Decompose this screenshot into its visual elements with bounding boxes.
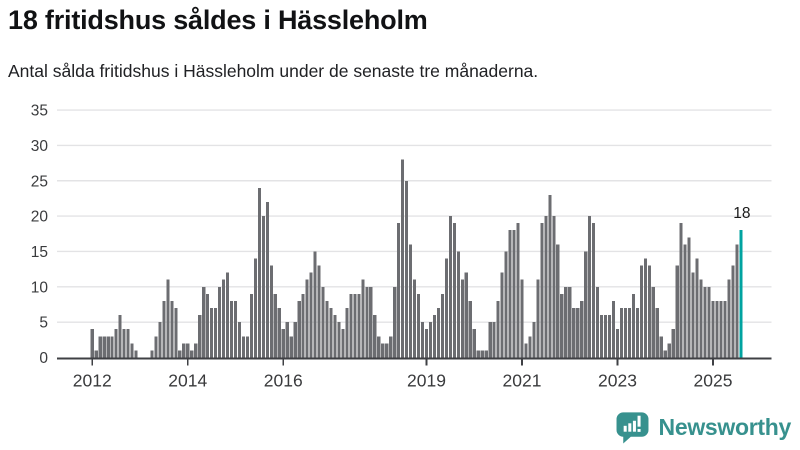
svg-text:35: 35 <box>31 103 48 120</box>
chart-subtitle: Antal sålda fritidshus i Hässleholm unde… <box>8 61 539 81</box>
newsworthy-logo-icon <box>616 412 648 444</box>
svg-text:2014: 2014 <box>168 371 207 391</box>
chart-annotation: 18 <box>733 205 750 222</box>
svg-text:0: 0 <box>39 350 48 367</box>
svg-text:2025: 2025 <box>694 371 733 391</box>
svg-text:2012: 2012 <box>73 371 112 391</box>
svg-text:25: 25 <box>31 173 48 190</box>
page-title: 18 fritidshus såldes i Hässleholm <box>8 5 428 35</box>
svg-text:15: 15 <box>31 244 48 261</box>
newsworthy-logo[interactable]: Newsworthy <box>614 409 791 446</box>
svg-text:2021: 2021 <box>503 371 542 391</box>
newsworthy-logo-text: Newsworthy <box>658 414 792 440</box>
chart-bars <box>90 159 743 358</box>
svg-text:30: 30 <box>31 138 49 155</box>
svg-text:10: 10 <box>31 279 49 296</box>
svg-text:2019: 2019 <box>407 371 446 391</box>
svg-text:18: 18 <box>733 205 750 222</box>
svg-text:2023: 2023 <box>598 371 637 391</box>
logo-bars-glyph <box>623 415 641 432</box>
svg-text:5: 5 <box>39 315 48 332</box>
svg-text:20: 20 <box>31 209 49 226</box>
svg-text:2016: 2016 <box>264 371 303 391</box>
